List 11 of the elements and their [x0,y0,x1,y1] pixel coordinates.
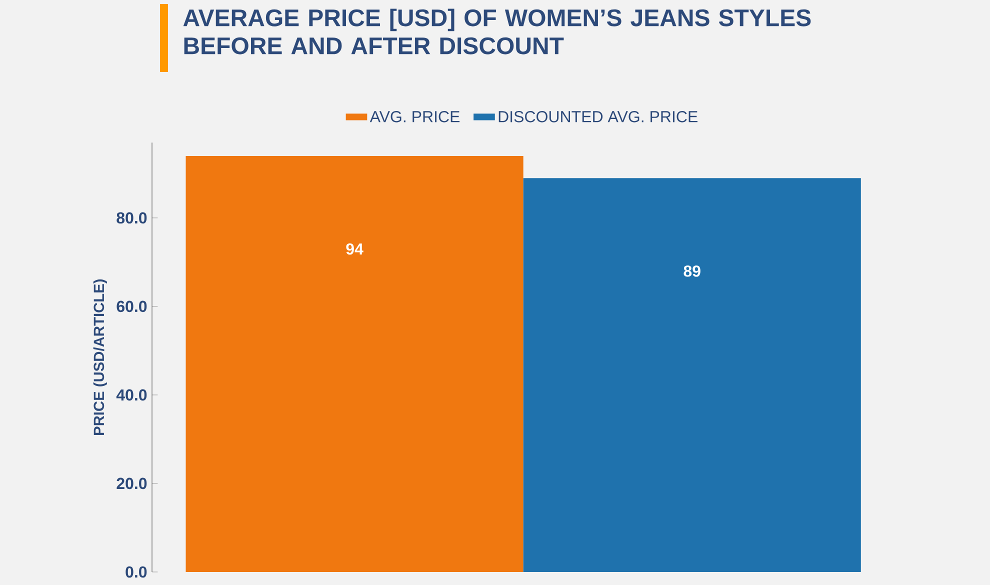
y-tick-label: 20.0 [116,478,147,490]
chart-title: AVERAGE PRICE [USD] OF WOMEN’S JEANS STYLES BEFORE AND AFTER DISCOUNT [183,8,811,54]
y-tick-label: 40.0 [116,389,147,401]
data-label: 94 [346,243,364,255]
data-label: 89 [684,265,700,277]
y-tick-label: 60.0 [116,300,147,312]
legend-label: AVG. PRICE [370,111,460,122]
y-tick-label: 80.0 [116,212,147,224]
legend-label: DISCOUNTED AVG. PRICE [498,111,698,122]
y-tick-label: 0.0 [126,566,147,578]
y-axis-title: PRICE (USD/ARTICLE) [93,279,107,435]
